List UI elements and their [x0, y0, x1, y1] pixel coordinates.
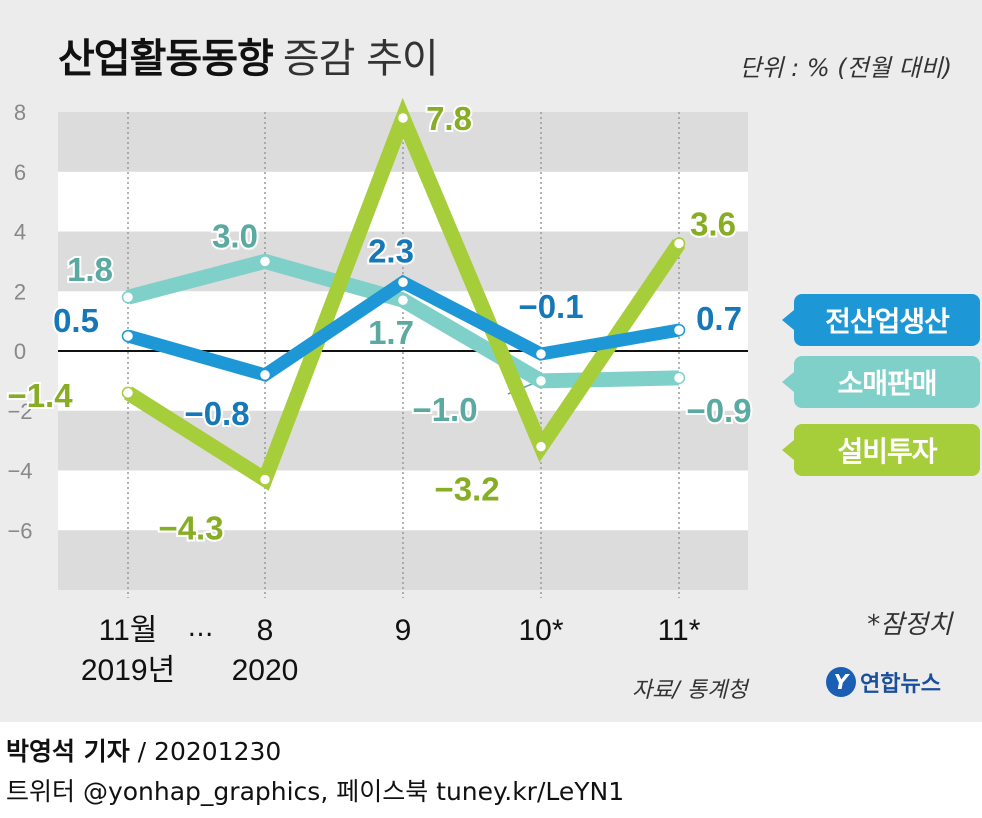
provisional-note: *잠정치 — [867, 610, 952, 640]
data-point-retail — [258, 255, 272, 268]
legend-investment-label: 설비투자 — [837, 435, 937, 468]
data-label-investment: −1.4 — [7, 377, 73, 414]
data-label-retail: 1.8 — [67, 251, 113, 288]
data-label-investment: 3.6 — [690, 205, 736, 242]
byline-sep: / — [129, 737, 155, 766]
x-tick-label: 8 — [257, 614, 274, 647]
data-label-retail: −0.9 — [686, 392, 751, 429]
data-point-retail — [672, 371, 686, 385]
data-label-retail: 1.7 — [368, 314, 414, 351]
legend-pointer — [782, 310, 794, 330]
y-tick-label: −2 — [7, 399, 32, 424]
data-point-production — [258, 368, 272, 382]
x-tick-sublabel: 2019년 — [81, 654, 175, 687]
legend-production-label: 전산업생산 — [825, 305, 950, 338]
byline-name: 박영석 기자 — [6, 737, 130, 766]
unit-label: 단위 : % (전월 대비) — [739, 54, 952, 82]
y-tick-label: −4 — [7, 459, 32, 484]
yonhap-logo: Y 연합뉴스 — [826, 666, 941, 698]
data-label-production: −0.1 — [518, 288, 583, 325]
data-label-retail: −1.0 — [412, 391, 477, 428]
x-tick-label: 11* — [658, 614, 701, 647]
x-tick-label: 10* — [518, 614, 563, 647]
title-main: 산업활동동향 — [58, 36, 274, 82]
y-tick-label: −6 — [7, 518, 32, 543]
data-point-production — [534, 347, 548, 361]
legend-retail: 소매판매 — [782, 356, 980, 408]
data-point-production — [672, 323, 686, 337]
x-tick-sublabel: 2020 — [232, 654, 299, 687]
legend-pointer — [782, 372, 794, 392]
y-tick-label: 8 — [14, 100, 26, 125]
data-point-investment — [258, 473, 272, 486]
logo-text: 연합뉴스 — [860, 672, 941, 697]
y-tick-label: 0 — [14, 339, 26, 364]
chart-title: 산업활동동향 증감 추이 — [58, 26, 439, 84]
data-point-retail — [121, 290, 135, 304]
x-tick-label: 11월 — [99, 614, 158, 647]
y-tick-label: 2 — [14, 279, 26, 304]
line-chart: −6 −4 −2 0 2 4 6 8 11월 2019년 8 2020 9 10* 11* … 1.8 3.0 1.… — [5, 97, 754, 687]
data-point-investment — [672, 237, 686, 250]
data-label-production: −0.8 — [184, 395, 249, 432]
data-label-investment: −3.2 — [434, 471, 499, 508]
legend-retail-label: 소매판매 — [837, 367, 937, 400]
data-point-investment — [396, 111, 410, 125]
data-point-production — [121, 329, 135, 343]
title-sub: 증감 추이 — [282, 36, 439, 82]
axis-break-marker: … — [188, 613, 214, 643]
y-tick-label: 6 — [14, 160, 26, 185]
data-point-investment — [121, 386, 135, 400]
y-tick-label: 4 — [14, 220, 26, 245]
legend-investment: 설비투자 — [782, 424, 980, 476]
source-label: 자료/ 통계청 — [632, 678, 748, 703]
logo-icon: Y — [826, 667, 856, 697]
data-point-retail — [534, 374, 548, 388]
data-label-investment: −4.3 — [158, 509, 223, 546]
data-label-production: 0.7 — [696, 300, 742, 337]
grid-band — [58, 530, 748, 590]
legend-production: 전산업생산 — [782, 294, 980, 346]
data-label-production: 2.3 — [368, 232, 414, 269]
byline: 박영석 기자 / 20201230 — [6, 732, 281, 768]
data-point-investment — [534, 440, 548, 453]
data-point-production — [396, 276, 410, 289]
legend-pointer — [782, 440, 794, 460]
data-label-production: 0.5 — [53, 302, 99, 339]
x-tick-label: 9 — [395, 614, 412, 647]
data-point-retail — [396, 293, 410, 307]
data-label-retail: 3.0 — [212, 217, 258, 254]
social-line: 트위터 @yonhap_graphics, 페이스북 tuney.kr/LeYN… — [6, 777, 625, 806]
data-label-investment: 7.8 — [426, 100, 472, 137]
byline-date: 20201230 — [154, 737, 282, 766]
